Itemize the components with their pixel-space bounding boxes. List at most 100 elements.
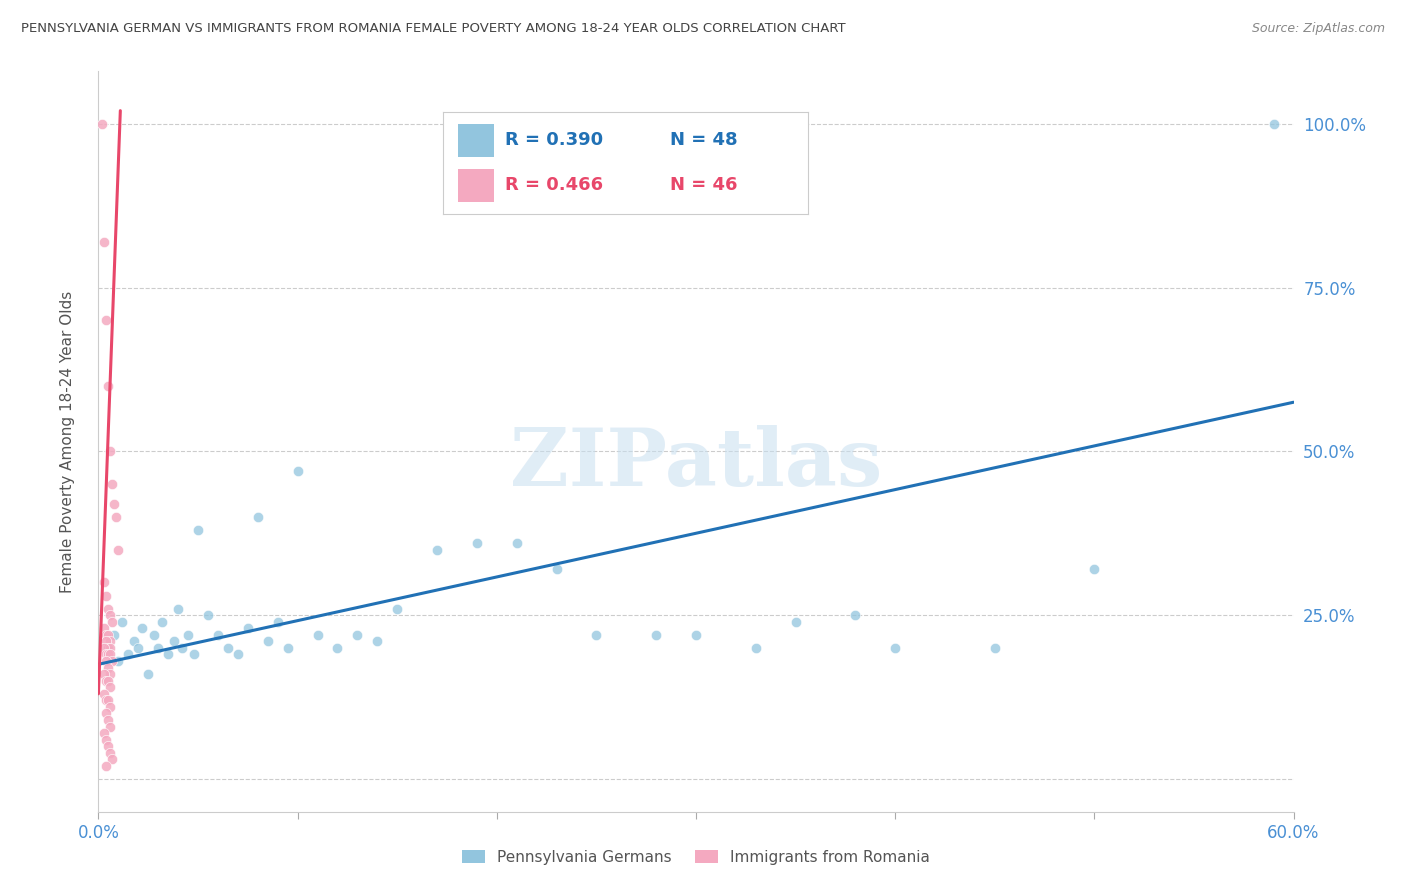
Point: [98, 648, 122, 662]
Point: [267, 615, 290, 629]
Point: [98, 667, 122, 681]
Point: [183, 648, 205, 662]
Point: [136, 667, 159, 681]
Point: [93, 575, 115, 590]
Point: [97, 601, 120, 615]
Y-axis label: Female Poverty Among 18-24 Year Olds: Female Poverty Among 18-24 Year Olds: [60, 291, 75, 592]
FancyBboxPatch shape: [457, 124, 494, 157]
Point: [236, 621, 259, 635]
Point: [97, 739, 120, 754]
Point: [101, 615, 124, 629]
Point: [93, 235, 115, 249]
Point: [197, 608, 219, 623]
Point: [187, 523, 209, 537]
Point: [745, 640, 768, 655]
Point: [96, 673, 118, 688]
Point: [101, 654, 124, 668]
Point: [97, 660, 120, 674]
Point: [107, 542, 129, 557]
Point: [346, 628, 368, 642]
Point: [307, 628, 329, 642]
Point: [98, 608, 122, 623]
Point: [101, 752, 124, 766]
Point: [96, 589, 118, 603]
Point: [984, 640, 1007, 655]
Point: [148, 640, 170, 655]
Point: [226, 648, 249, 662]
Point: [884, 640, 907, 655]
Point: [1083, 562, 1105, 576]
Point: [97, 640, 120, 655]
Point: [93, 621, 115, 635]
Point: [93, 640, 115, 655]
Point: [177, 628, 200, 642]
Point: [685, 628, 707, 642]
Point: [124, 634, 146, 648]
Point: [98, 720, 122, 734]
Point: [277, 640, 299, 655]
Point: [107, 654, 129, 668]
Point: [97, 648, 120, 662]
Point: [91, 117, 114, 131]
Point: [844, 608, 866, 623]
Point: [98, 444, 122, 458]
Point: [101, 477, 124, 491]
Text: N = 46: N = 46: [669, 177, 737, 194]
Point: [103, 497, 125, 511]
Point: [93, 687, 115, 701]
FancyBboxPatch shape: [457, 169, 494, 202]
Text: Source: ZipAtlas.com: Source: ZipAtlas.com: [1251, 22, 1385, 36]
Point: [217, 640, 239, 655]
Point: [98, 699, 122, 714]
Text: R = 0.390: R = 0.390: [505, 131, 603, 149]
Point: [785, 615, 807, 629]
Point: [98, 680, 122, 694]
Point: [546, 562, 568, 576]
Point: [426, 542, 449, 557]
Text: ZIPatlas: ZIPatlas: [510, 425, 882, 503]
Point: [98, 634, 122, 648]
Point: [131, 621, 153, 635]
Point: [97, 673, 120, 688]
Point: [366, 634, 388, 648]
Point: [246, 509, 269, 524]
Text: PENNSYLVANIA GERMAN VS IMMIGRANTS FROM ROMANIA FEMALE POVERTY AMONG 18-24 YEAR O: PENNSYLVANIA GERMAN VS IMMIGRANTS FROM R…: [21, 22, 846, 36]
Point: [117, 648, 139, 662]
Point: [93, 667, 115, 681]
Text: R = 0.466: R = 0.466: [505, 177, 603, 194]
Point: [157, 648, 180, 662]
Point: [97, 379, 120, 393]
Point: [96, 628, 118, 642]
Point: [287, 464, 309, 478]
Point: [98, 746, 122, 760]
Point: [96, 634, 118, 648]
Point: [111, 615, 134, 629]
Point: [97, 713, 120, 727]
Point: [96, 693, 118, 707]
Point: [167, 601, 190, 615]
Point: [1263, 117, 1285, 131]
Point: [96, 654, 118, 668]
Point: [256, 634, 278, 648]
Point: [585, 628, 607, 642]
Point: [645, 628, 668, 642]
Point: [385, 601, 409, 615]
Legend: Pennsylvania Germans, Immigrants from Romania: Pennsylvania Germans, Immigrants from Ro…: [456, 844, 936, 871]
Point: [97, 693, 120, 707]
Point: [207, 628, 229, 642]
Text: N = 48: N = 48: [669, 131, 737, 149]
Point: [326, 640, 349, 655]
Point: [97, 628, 120, 642]
Point: [465, 536, 488, 550]
Point: [93, 726, 115, 740]
Point: [96, 706, 118, 721]
Point: [143, 628, 166, 642]
Point: [105, 509, 128, 524]
Point: [96, 759, 118, 773]
Point: [96, 313, 118, 327]
Point: [172, 640, 194, 655]
Point: [97, 640, 120, 655]
Point: [103, 628, 125, 642]
Point: [163, 634, 186, 648]
Point: [506, 536, 529, 550]
